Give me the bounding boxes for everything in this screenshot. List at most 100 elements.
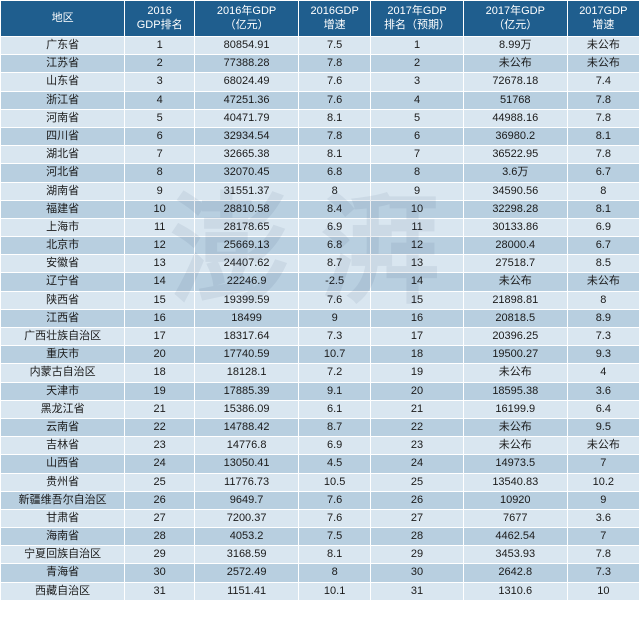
cell: 7 [567, 455, 639, 473]
cell: 14776.8 [195, 437, 299, 455]
cell: 21 [371, 400, 464, 418]
cell: 8 [567, 182, 639, 200]
cell: 18317.64 [195, 328, 299, 346]
table-row: 山西省2413050.414.52414973.57 [1, 455, 640, 473]
cell: 4.5 [299, 455, 371, 473]
cell: 安徽省 [1, 255, 125, 273]
cell: 4 [371, 91, 464, 109]
cell: 6 [371, 127, 464, 145]
cell: 7.5 [299, 37, 371, 55]
cell: 7677 [463, 509, 567, 527]
cell: 7.8 [567, 146, 639, 164]
cell: 8.1 [299, 146, 371, 164]
cell: 10.7 [299, 346, 371, 364]
cell: 7.8 [567, 109, 639, 127]
cell: 未公布 [463, 273, 567, 291]
cell: 17 [371, 328, 464, 346]
table-row: 天津市1917885.399.12018595.383.6 [1, 382, 640, 400]
cell: 陕西省 [1, 291, 125, 309]
cell: 12 [125, 237, 195, 255]
cell: 15 [125, 291, 195, 309]
cell: 3168.59 [195, 546, 299, 564]
cell: 上海市 [1, 218, 125, 236]
header-row: 地区 2016GDP排名 2016年GDP（亿元） 2016GDP增速 2017… [1, 1, 640, 37]
cell: 14 [125, 273, 195, 291]
cell: 7.8 [567, 546, 639, 564]
cell: 40471.79 [195, 109, 299, 127]
table-head: 地区 2016GDP排名 2016年GDP（亿元） 2016GDP增速 2017… [1, 1, 640, 37]
cell: 2572.49 [195, 564, 299, 582]
cell: 19500.27 [463, 346, 567, 364]
cell: 6.8 [299, 237, 371, 255]
table-row: 宁夏回族自治区293168.598.1293453.937.8 [1, 546, 640, 564]
cell: 6.4 [567, 400, 639, 418]
col-header-gdp2016: 2016年GDP（亿元） [195, 1, 299, 37]
cell: 7.8 [299, 55, 371, 73]
cell: 22 [125, 418, 195, 436]
cell: 青海省 [1, 564, 125, 582]
cell: 6.9 [299, 218, 371, 236]
col-header-rank2017: 2017年GDP排名（预期） [371, 1, 464, 37]
cell: 2642.8 [463, 564, 567, 582]
cell: 河南省 [1, 109, 125, 127]
cell: 14 [371, 273, 464, 291]
cell: 7.6 [299, 291, 371, 309]
cell: 云南省 [1, 418, 125, 436]
cell: 27518.7 [463, 255, 567, 273]
cell: 7.6 [299, 491, 371, 509]
cell: 26 [125, 491, 195, 509]
cell: 7.8 [299, 127, 371, 145]
cell: 11 [125, 218, 195, 236]
cell: 3.6 [567, 382, 639, 400]
cell: 18499 [195, 309, 299, 327]
cell: 13050.41 [195, 455, 299, 473]
cell: 9.5 [567, 418, 639, 436]
cell: 7.2 [299, 364, 371, 382]
cell: 2 [125, 55, 195, 73]
table-row: 吉林省2314776.86.923未公布未公布 [1, 437, 640, 455]
cell: 8 [125, 164, 195, 182]
cell: 23 [371, 437, 464, 455]
cell: 15 [371, 291, 464, 309]
cell: 28 [125, 528, 195, 546]
cell: 1 [125, 37, 195, 55]
table-row: 山东省368024.497.6372678.187.4 [1, 73, 640, 91]
cell: 7.3 [567, 328, 639, 346]
table-row: 内蒙古自治区1818128.17.219未公布4 [1, 364, 640, 382]
table-row: 青海省302572.498302642.87.3 [1, 564, 640, 582]
cell: 8.1 [567, 200, 639, 218]
cell: 1151.41 [195, 582, 299, 600]
cell: 5 [125, 109, 195, 127]
cell: 31 [371, 582, 464, 600]
cell: 天津市 [1, 382, 125, 400]
cell: 3 [371, 73, 464, 91]
cell: 14788.42 [195, 418, 299, 436]
cell: 贵州省 [1, 473, 125, 491]
cell: 广东省 [1, 37, 125, 55]
cell: 吉林省 [1, 437, 125, 455]
cell: 10 [371, 200, 464, 218]
table-row: 上海市1128178.656.91130133.866.9 [1, 218, 640, 236]
col-header-gdp2017: 2017年GDP（亿元） [463, 1, 567, 37]
cell: 36522.95 [463, 146, 567, 164]
cell: 80854.91 [195, 37, 299, 55]
cell: 29 [125, 546, 195, 564]
cell: 18595.38 [463, 382, 567, 400]
cell: 宁夏回族自治区 [1, 546, 125, 564]
cell: 河北省 [1, 164, 125, 182]
cell: 未公布 [463, 55, 567, 73]
cell: 未公布 [567, 55, 639, 73]
cell: 9.1 [299, 382, 371, 400]
cell: 6.1 [299, 400, 371, 418]
cell: 8.1 [299, 109, 371, 127]
cell: 72678.18 [463, 73, 567, 91]
cell: 9.3 [567, 346, 639, 364]
cell: 24407.62 [195, 255, 299, 273]
cell: 36980.2 [463, 127, 567, 145]
table-row: 河北省832070.456.883.6万6.7 [1, 164, 640, 182]
cell: 10920 [463, 491, 567, 509]
cell: 13 [125, 255, 195, 273]
cell: 10 [567, 582, 639, 600]
cell: 3.6万 [463, 164, 567, 182]
cell: 8.4 [299, 200, 371, 218]
